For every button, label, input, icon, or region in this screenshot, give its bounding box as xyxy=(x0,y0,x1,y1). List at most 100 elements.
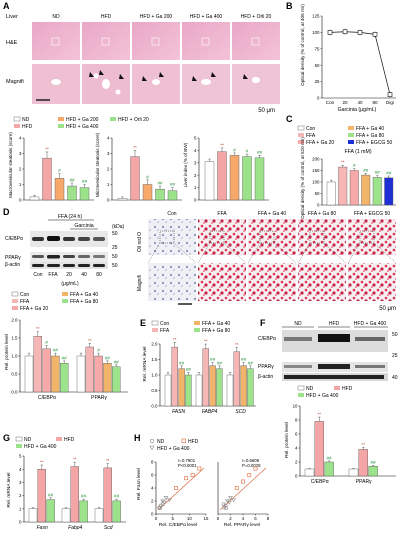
tick-label: 125 xyxy=(312,14,320,19)
legend-swatch xyxy=(298,140,304,144)
tick-label: 2 xyxy=(151,499,154,504)
group-label: ND xyxy=(294,321,302,327)
data-point xyxy=(221,502,226,507)
legend-swatch xyxy=(151,320,159,326)
group-label: HFD xyxy=(101,14,112,20)
ffa-label: FFA (24 h) xyxy=(58,214,82,220)
tick-label: Scd xyxy=(104,525,113,531)
legend-swatch xyxy=(62,299,68,303)
legend-label: HFD + Orli 20 xyxy=(118,117,149,123)
axis-label-x: Rel. C/EBPα level xyxy=(159,522,197,528)
bar xyxy=(233,351,241,407)
oil-red-o-group-labels: Con FFA FFA + Ga 40 FFA + Ga 80 FFA + EG… xyxy=(167,211,390,217)
significance-mark: # xyxy=(97,348,100,353)
tick-label: 0.5 xyxy=(11,372,18,377)
tick-label: 4 xyxy=(295,446,298,451)
legend-swatch xyxy=(297,385,305,391)
panel-letter: C xyxy=(286,114,293,124)
bar xyxy=(142,184,153,201)
legend-label: ND xyxy=(22,117,30,123)
magnified-image xyxy=(298,263,346,301)
bar xyxy=(348,468,359,477)
legend-swatch xyxy=(298,393,304,397)
significance-mark: ## xyxy=(62,355,68,360)
row-label-magnifi: Magnifi xyxy=(137,275,143,291)
he-image xyxy=(32,22,80,60)
significance-mark: ## xyxy=(105,355,111,360)
legend-label: HFD + Ga 200 xyxy=(66,117,99,123)
bar xyxy=(130,156,140,201)
significance-mark: ## xyxy=(53,348,59,353)
group-label: FFA xyxy=(217,211,227,217)
tick-label: 10 xyxy=(293,404,298,409)
bar xyxy=(54,178,65,201)
kda-mark: 25 xyxy=(112,245,118,251)
tick-label: 5 xyxy=(171,516,174,521)
bar xyxy=(202,348,210,407)
stain-image xyxy=(248,219,296,255)
bar xyxy=(349,170,359,206)
legend-swatch xyxy=(181,438,186,443)
legend: ND HFD HFD + Ga 200 HFD + Ga 400 HFD + O… xyxy=(13,116,149,130)
tick-label: FABP4 xyxy=(202,409,218,415)
bar xyxy=(164,374,172,407)
bar xyxy=(155,188,165,201)
bar xyxy=(372,177,382,206)
axis-label-y: Rel. protein level xyxy=(4,334,10,370)
row-label-liver: Liver xyxy=(6,14,18,20)
tick-label: 1 xyxy=(19,182,22,187)
panel-h: H ND HFD HFD + Ga 400 Rel. Fasn level Re… xyxy=(134,433,270,528)
legend-swatch xyxy=(149,438,155,444)
tick-label: 100 xyxy=(312,180,320,185)
legend-swatch xyxy=(194,328,200,332)
bar xyxy=(226,374,234,407)
kda-mark: 50 xyxy=(112,254,118,260)
group-label: HFD xyxy=(329,321,340,327)
legend: ND HFD HFD + Ga 400 xyxy=(149,438,199,452)
bar xyxy=(103,467,113,523)
panel-g: G ND HFD HFD + Ga 400 Rel. mRNA level 0 1… xyxy=(3,433,126,531)
axis-label-y: Rel. protein level xyxy=(284,422,290,458)
band-label: C/EBPα xyxy=(5,236,23,242)
bar xyxy=(94,355,103,393)
data-point xyxy=(372,32,378,37)
tick-label: 4 xyxy=(151,486,154,491)
tick-label: 5 xyxy=(194,136,197,141)
tick-label: 6 xyxy=(151,473,154,478)
bar xyxy=(28,508,38,523)
bar xyxy=(384,177,394,206)
significance-mark: # xyxy=(353,163,356,168)
tick-label: 4 xyxy=(19,136,22,141)
bar xyxy=(361,174,371,206)
significance-mark: ## xyxy=(327,455,333,460)
tick-label: 80 xyxy=(372,100,378,105)
panel-a: A Liver ND HFD HFD + Ga 200 HFD + Ga 400… xyxy=(3,1,280,203)
bar xyxy=(76,355,86,393)
bar xyxy=(51,355,60,393)
bar xyxy=(195,374,203,407)
group-label: FFA + Ga 80 xyxy=(308,211,336,217)
data-point xyxy=(174,486,178,490)
tick-label: FASN xyxy=(172,409,185,415)
bar xyxy=(24,355,34,393)
western-blot xyxy=(30,231,108,269)
data-point xyxy=(224,506,229,511)
tick-label: 50 xyxy=(315,63,320,68)
significance-mark: ## xyxy=(170,182,176,187)
significance-mark: ** xyxy=(40,459,44,464)
significance-mark: ## xyxy=(248,360,254,365)
row-label-magnifi: Magnifi xyxy=(6,79,24,85)
tick-label: C/EBPα xyxy=(311,479,329,485)
tick-label: Fabp4 xyxy=(68,525,82,531)
axis-label-y: Microvesicular steatosis (score) xyxy=(95,132,100,197)
row-label-oil: Oil red O xyxy=(137,232,143,252)
legend-label: HFD xyxy=(64,437,75,443)
group-label: FFA + Ga 40 xyxy=(258,211,286,217)
panel-letter: H xyxy=(134,433,141,443)
panel-letter: E xyxy=(140,318,146,328)
significance-mark: ## xyxy=(241,357,247,362)
panel-e-bar-chart: 0.00.51.01.52.0**####FASN**####FABP4**##… xyxy=(151,337,256,415)
tick-label: 6 xyxy=(254,516,257,521)
legend: Con FFA FFA + Ga 40 FFA + Ga 80 xyxy=(151,320,230,334)
